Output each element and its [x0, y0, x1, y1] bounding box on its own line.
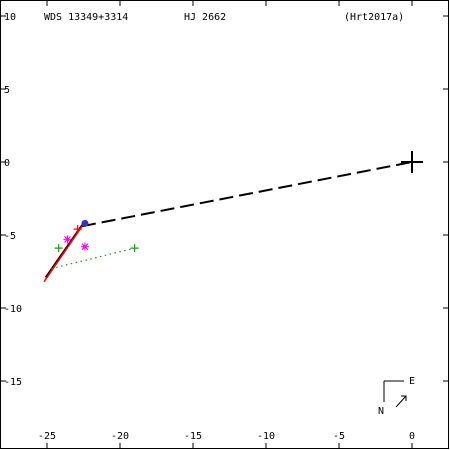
- y-axis-ticks: 10 5 0 -5 -10 -15: [1, 12, 449, 388]
- discoverer-label: HJ 2662: [184, 12, 226, 23]
- reference-label: (Hrt2017a): [344, 12, 404, 23]
- compass-arrow-shaft: [395, 395, 407, 408]
- y-tick-label: 10: [4, 12, 16, 23]
- compass-east-label: E: [409, 376, 415, 387]
- plus-marker: [130, 244, 139, 253]
- y-tick-label: -5: [4, 231, 16, 242]
- compass-icon: N E: [378, 376, 415, 417]
- x-axis-ticks: -25 -20 -15 -10 -5 0: [38, 1, 415, 449]
- orbit-dotted-line: [51, 247, 135, 270]
- wds-id-label: WDS 13349+3314: [44, 12, 128, 23]
- x-tick-label: -10: [257, 431, 275, 442]
- orbit-solid-line: [43, 225, 83, 283]
- orbit-long-dashed-line: [81, 161, 413, 228]
- asterisk-marker: [63, 235, 72, 244]
- x-tick-label: -25: [38, 431, 56, 442]
- y-tick-label: -10: [4, 304, 22, 315]
- x-tick-label: 0: [409, 431, 415, 442]
- asterisk-marker: [80, 242, 89, 251]
- filled-circle-marker: [81, 219, 89, 227]
- y-tick-label: 5: [4, 85, 10, 96]
- plus-marker: [54, 244, 63, 253]
- y-tick-label: 0: [4, 158, 10, 169]
- compass-north-label: N: [378, 406, 384, 417]
- primary-star-cross: [401, 151, 423, 173]
- x-tick-label: -20: [111, 431, 129, 442]
- data-marks: [43, 151, 423, 283]
- compass-arrow-head: [401, 395, 407, 401]
- orbit-solid-line: [44, 224, 83, 278]
- x-tick-label: -15: [184, 431, 202, 442]
- plus-marker: [73, 225, 82, 234]
- y-tick-label: -15: [4, 377, 22, 388]
- x-tick-label: -5: [333, 431, 345, 442]
